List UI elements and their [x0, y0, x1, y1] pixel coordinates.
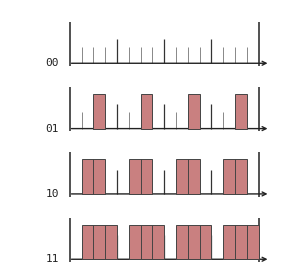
Bar: [176, 225, 211, 259]
Text: 11: 11: [45, 254, 59, 264]
Bar: [129, 225, 164, 259]
Bar: [223, 159, 247, 194]
Bar: [94, 94, 105, 129]
Bar: [235, 94, 247, 129]
Bar: [141, 94, 152, 129]
Bar: [82, 225, 117, 259]
Bar: [82, 159, 105, 194]
Bar: [176, 159, 200, 194]
Bar: [223, 225, 259, 259]
Text: 10: 10: [45, 189, 59, 199]
Text: 00: 00: [45, 58, 59, 68]
Bar: [129, 159, 152, 194]
Text: 01: 01: [45, 124, 59, 134]
Bar: [188, 94, 200, 129]
